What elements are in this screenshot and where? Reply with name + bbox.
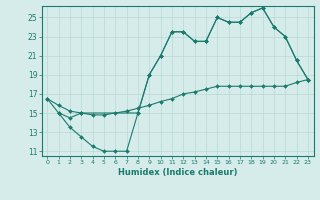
X-axis label: Humidex (Indice chaleur): Humidex (Indice chaleur): [118, 168, 237, 177]
